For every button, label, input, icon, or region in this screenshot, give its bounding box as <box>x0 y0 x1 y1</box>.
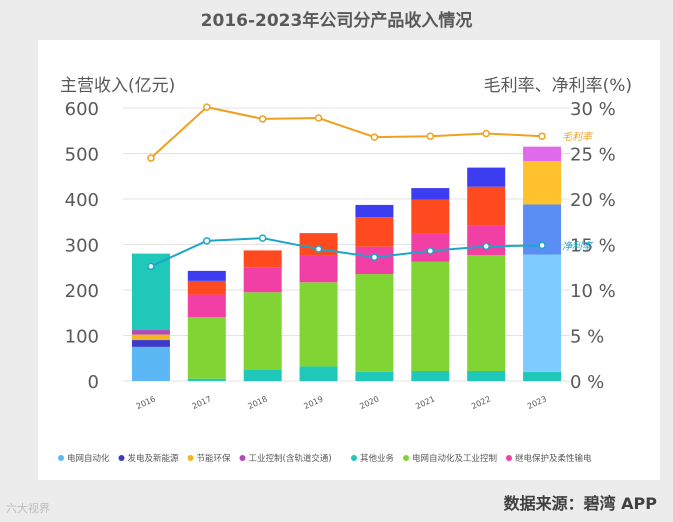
bar-segment <box>187 294 226 318</box>
bar-segment <box>187 280 226 295</box>
bar-segment <box>355 371 394 381</box>
data-source: 数据来源：碧湾 APP <box>503 494 657 513</box>
left-tick-label: 100 <box>65 327 99 348</box>
x-tick-label: 2018 <box>247 394 269 411</box>
watermark-logo: 六大视界 <box>6 502 50 515</box>
bar-segment <box>131 330 170 335</box>
line-point <box>538 132 546 140</box>
bar-segment <box>411 370 450 381</box>
bar-segment <box>187 378 226 381</box>
line-point <box>314 245 323 253</box>
bar-segment <box>243 369 282 381</box>
x-tick-label: 2023 <box>526 394 548 411</box>
legend-label: 继电保护及柔性输电 <box>515 453 592 464</box>
bar-segment <box>467 370 506 381</box>
right-tick-label: 15 % <box>570 236 616 257</box>
legend-label: 电网自动化及工业控制 <box>412 453 497 464</box>
legend-marker <box>239 455 246 461</box>
bar-segment <box>355 204 394 218</box>
bar-segment <box>467 225 506 255</box>
bar-segment <box>523 146 562 162</box>
left-axis-title: 主营收入(亿元) <box>60 76 175 96</box>
legend-label: 其他业务 <box>360 453 395 464</box>
bar-segment <box>243 267 282 293</box>
left-tick-label: 300 <box>65 236 99 257</box>
chart-panel: 主营收入(亿元) 毛利率、净利率(%) 0 100 200 300 400 500 600 0 %… <box>38 40 660 480</box>
bar-segment <box>467 167 506 187</box>
left-tick-label: 600 <box>65 99 99 120</box>
right-tick-label: 25 % <box>570 145 616 166</box>
x-tick-label: 2016 <box>135 394 157 411</box>
x-tick-label: 2022 <box>470 394 492 411</box>
right-tick-label: 5 % <box>570 327 604 348</box>
legend-marker <box>506 455 512 461</box>
bar-segment <box>299 282 338 367</box>
line-毛利率 <box>150 106 543 159</box>
line-point <box>426 132 435 140</box>
line-point <box>147 154 155 162</box>
revenue-chart: 主营收入(亿元) 毛利率、净利率(%) 0 100 200 300 400 500 600 0 %… <box>58 76 632 464</box>
bar-segment <box>131 346 170 381</box>
bar-segment <box>411 261 450 371</box>
legend-label: 工业控制(含轨道交通) <box>249 453 332 464</box>
line-point <box>370 133 379 141</box>
legend-marker <box>58 455 64 461</box>
bar-segment <box>131 340 170 347</box>
legend-label: 节能环保 <box>197 453 232 464</box>
right-tick-label: 20 % <box>570 190 616 211</box>
line-point <box>147 262 155 271</box>
line-point <box>370 253 379 261</box>
bar-segment <box>355 274 394 372</box>
bar-segment <box>355 217 394 247</box>
right-axis-title: 毛利率、净利率(%) <box>484 76 632 96</box>
x-tick-label: 2021 <box>414 394 436 411</box>
legend-marker <box>403 455 409 461</box>
right-tick-label: 30 % <box>570 99 616 120</box>
line-label: 毛利率 <box>562 131 594 143</box>
line-label: 净利率 <box>562 240 594 252</box>
line-point <box>482 129 490 138</box>
legend-marker <box>118 455 125 461</box>
legend-label: 电网自动化 <box>67 453 110 464</box>
chart-title: 2016-2023年公司分产品收入情况 <box>200 11 473 31</box>
legend-label: 发电及新能源 <box>128 453 180 464</box>
bar-segment <box>467 254 506 371</box>
line-point <box>258 115 267 123</box>
x-tick-label: 2020 <box>358 394 380 411</box>
bar-segment <box>187 317 226 379</box>
bar-segment <box>131 334 170 341</box>
line-point <box>203 103 211 111</box>
left-tick-label: 0 <box>88 372 99 393</box>
line-point <box>426 247 435 255</box>
right-tick-label: 10 % <box>570 281 616 302</box>
line-point <box>538 241 546 250</box>
bar-segment <box>243 292 282 370</box>
bar-segment <box>411 199 450 234</box>
x-tick-label: 2017 <box>191 394 213 411</box>
bar-segment <box>299 366 338 381</box>
bar-segment <box>523 371 562 381</box>
bar-segment <box>411 188 450 200</box>
legend-marker <box>187 455 194 461</box>
bar-segment <box>187 270 226 281</box>
bar-segment <box>523 254 562 372</box>
right-tick-label: 0 % <box>570 372 604 393</box>
line-point <box>314 114 323 122</box>
line-point <box>203 237 211 245</box>
x-tick-label: 2019 <box>302 394 324 411</box>
left-tick-label: 500 <box>65 145 99 166</box>
line-point <box>258 234 267 242</box>
bar-segment <box>243 250 282 268</box>
bar-segment <box>523 161 562 205</box>
bar-segment <box>299 255 338 283</box>
line-净利率 <box>150 237 543 268</box>
left-tick-label: 200 <box>65 281 99 302</box>
bar-segment <box>467 186 506 226</box>
left-tick-label: 400 <box>65 190 99 211</box>
line-point <box>482 242 490 251</box>
legend-marker <box>351 455 357 461</box>
